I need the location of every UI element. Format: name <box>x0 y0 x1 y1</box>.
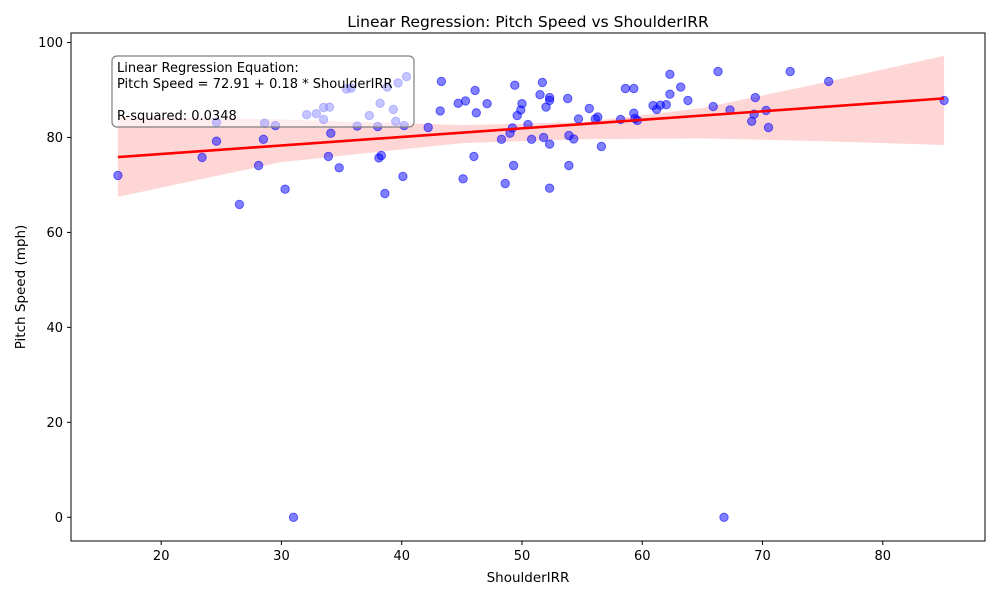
data-point <box>824 76 834 87</box>
regression-line-layer <box>117 97 945 159</box>
regression-annotation-box: Linear Regression Equation: Pitch Speed … <box>111 55 415 128</box>
data-point <box>629 83 639 94</box>
x-axis-ticks: 20 30 40 50 60 70 80 <box>153 541 891 564</box>
y-tick-label: 80 <box>46 131 63 146</box>
data-point <box>460 96 471 106</box>
data-point <box>544 95 555 106</box>
data-point <box>750 92 760 103</box>
data-point <box>538 132 549 143</box>
data-point <box>569 134 579 144</box>
x-axis-label: ShoulderIRR <box>487 570 570 586</box>
data-point <box>482 99 492 109</box>
data-point <box>708 101 718 112</box>
data-point <box>471 108 481 118</box>
data-point <box>537 77 548 88</box>
data-point <box>380 188 390 199</box>
data-point <box>544 139 555 149</box>
annotation-equation: Pitch Speed = 72.91 + 0.18 * ShoulderIRR <box>117 77 393 92</box>
data-point <box>258 134 269 145</box>
x-tick-label: 60 <box>634 549 651 564</box>
data-point <box>253 160 264 171</box>
data-point <box>423 122 433 133</box>
x-tick-label: 50 <box>514 549 531 564</box>
data-point <box>535 90 545 100</box>
y-axis-ticks: 0 20 40 60 80 100 <box>38 36 71 526</box>
regression-line <box>117 97 945 159</box>
y-tick-label: 0 <box>55 511 63 526</box>
data-point <box>458 174 468 184</box>
data-point <box>573 114 584 124</box>
annotation-equation-heading: Linear Regression Equation: <box>117 61 299 76</box>
data-point <box>785 66 795 77</box>
data-point <box>323 151 334 162</box>
chart-title: Linear Regression: Pitch Speed vs Should… <box>347 13 709 31</box>
x-tick-label: 70 <box>754 549 771 564</box>
data-point <box>593 112 603 122</box>
data-point <box>470 85 480 96</box>
data-point <box>526 134 537 145</box>
x-tick-label: 30 <box>273 549 290 564</box>
data-point <box>665 69 675 80</box>
x-tick-label: 20 <box>153 549 170 564</box>
y-tick-label: 100 <box>38 36 63 51</box>
data-point <box>113 170 123 181</box>
data-point <box>288 512 299 522</box>
data-point <box>376 150 386 161</box>
plot-area-frame <box>70 32 986 542</box>
data-point <box>398 171 408 182</box>
data-point <box>197 152 207 163</box>
y-tick-label: 60 <box>46 226 63 241</box>
y-tick-label: 20 <box>46 416 63 431</box>
annotation-frame <box>111 55 415 128</box>
data-point <box>211 136 222 146</box>
data-point <box>334 163 344 173</box>
annotation-r-squared: R-squared: 0.0348 <box>117 109 237 124</box>
data-point <box>510 80 520 90</box>
data-point <box>517 99 527 109</box>
data-point <box>713 66 723 77</box>
data-point <box>584 103 594 114</box>
data-point <box>596 141 607 152</box>
data-point <box>280 184 290 194</box>
data-point <box>620 83 631 94</box>
data-point <box>496 134 507 145</box>
y-tick-label: 40 <box>46 321 63 336</box>
data-point <box>563 93 573 104</box>
data-point <box>665 89 675 99</box>
data-point <box>234 199 245 210</box>
data-point <box>661 100 671 110</box>
data-point <box>544 183 555 193</box>
data-point <box>326 128 336 138</box>
y-axis-label: Pitch Speed (mph) <box>13 225 29 350</box>
data-point <box>500 178 510 189</box>
data-point <box>763 122 774 133</box>
x-tick-label: 40 <box>393 549 410 564</box>
data-point <box>719 512 729 522</box>
data-point <box>676 82 686 92</box>
x-tick-label: 80 <box>875 549 892 564</box>
data-point <box>436 76 447 87</box>
data-point <box>508 160 519 171</box>
data-point <box>564 160 574 171</box>
data-point <box>435 106 445 116</box>
data-point <box>683 95 693 106</box>
data-point <box>469 151 479 162</box>
